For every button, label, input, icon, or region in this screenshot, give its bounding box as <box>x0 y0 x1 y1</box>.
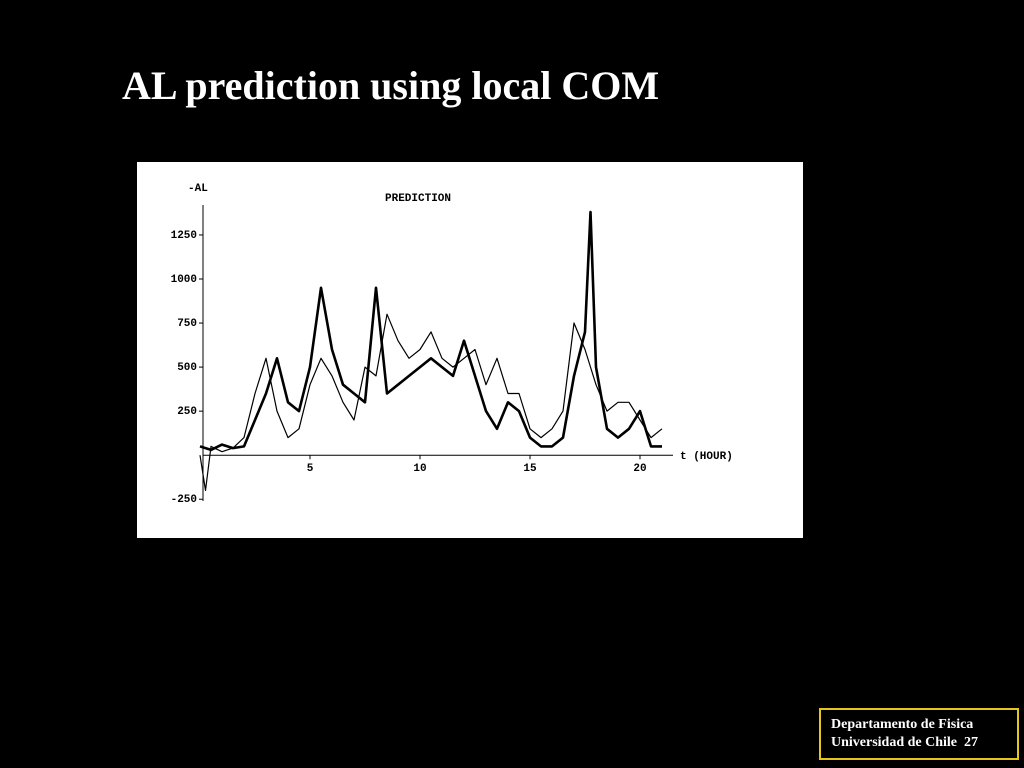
chart-title: PREDICTION <box>385 193 451 205</box>
x-tick-label: 15 <box>523 463 537 475</box>
y-axis-label: -AL <box>188 183 208 195</box>
y-tick-label: 250 <box>177 406 197 418</box>
data-line <box>199 313 663 491</box>
page-number: 27 <box>964 735 979 750</box>
data-line <box>199 210 662 452</box>
footer-line: Universidad de Chile 27 <box>831 734 1017 752</box>
footer-line: Departamento de Fisica <box>831 717 974 732</box>
y-tick-label: 500 <box>177 362 197 374</box>
x-tick-label: 20 <box>633 463 646 475</box>
chart: -AL PREDICTION t (HOUR) -250 250 500 750 1000… <box>137 162 803 538</box>
footer: Departamento de Fisica Universidad de Ch… <box>819 708 1019 760</box>
y-tick-label: -250 <box>171 494 197 506</box>
y-tick-label: 750 <box>177 318 197 330</box>
x-tick-label: 10 <box>413 463 426 475</box>
slide-title: AL prediction using local COM <box>122 63 660 108</box>
x-tick-label: 5 <box>307 463 314 475</box>
footer-text: Universidad de Chile <box>831 735 958 750</box>
y-tick-label: 1000 <box>171 274 197 286</box>
y-tick-label: 1250 <box>171 230 197 242</box>
x-axis-label: t (HOUR) <box>680 451 733 463</box>
